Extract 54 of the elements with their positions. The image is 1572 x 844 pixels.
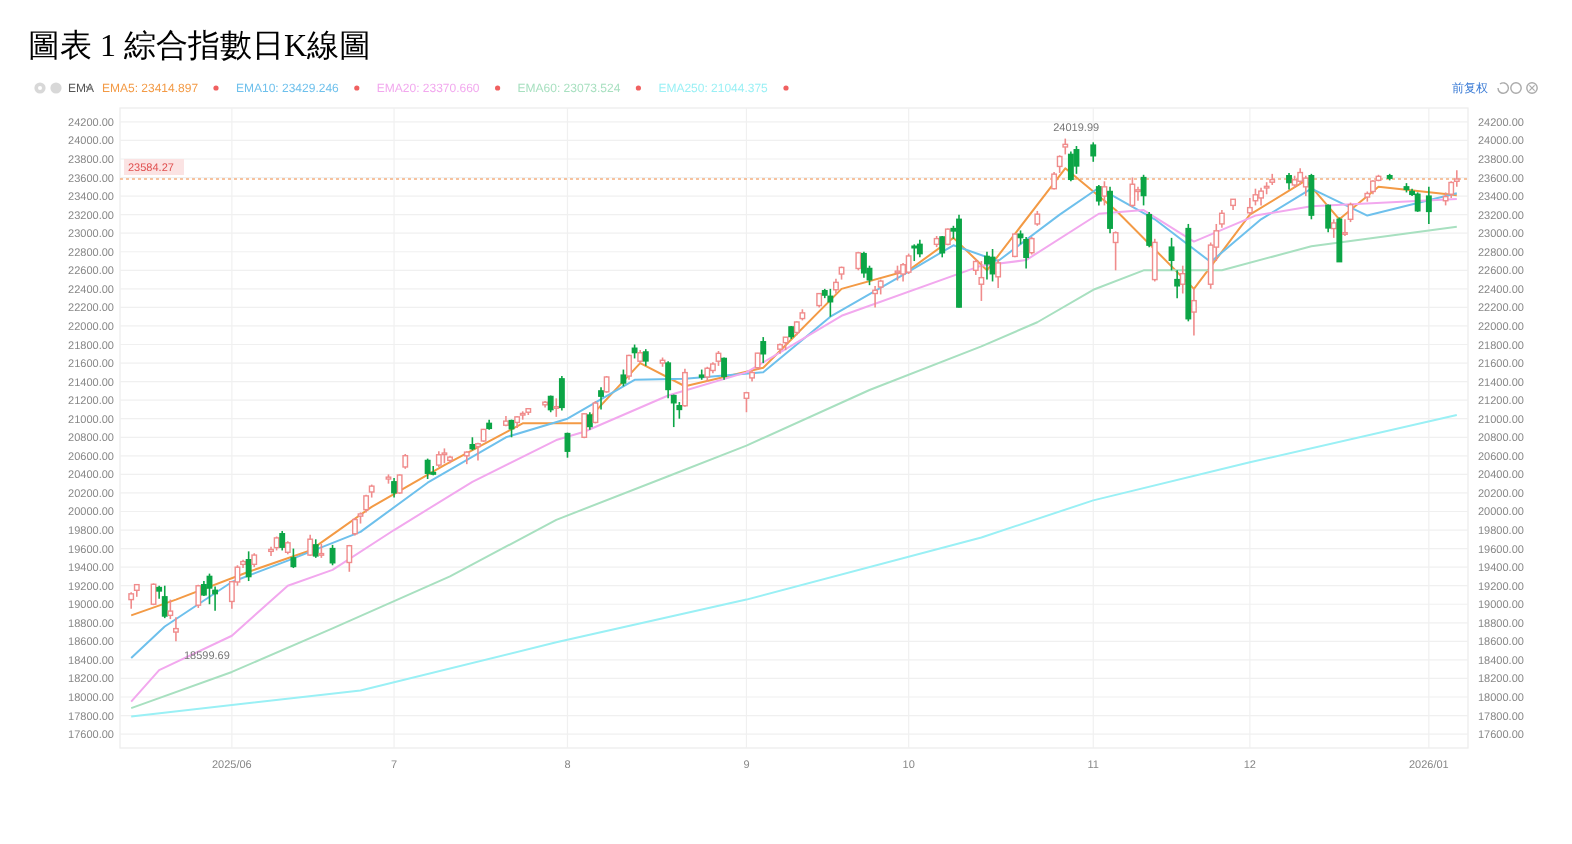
candlestick xyxy=(1308,173,1315,221)
candlestick xyxy=(665,360,672,400)
candlestick xyxy=(1129,176,1136,209)
candlestick xyxy=(905,252,912,275)
candlestick xyxy=(1101,180,1108,207)
candlestick xyxy=(1302,174,1309,197)
candlestick xyxy=(1414,191,1421,213)
line-series xyxy=(130,414,1458,718)
candlestick xyxy=(1146,211,1153,248)
candlestick xyxy=(161,584,168,619)
candlestick xyxy=(558,375,565,412)
candlestick xyxy=(860,250,867,279)
candlestick xyxy=(978,260,985,302)
candlestick xyxy=(1012,232,1018,259)
candlestick xyxy=(760,336,767,364)
candlestick xyxy=(475,442,481,462)
candlestick xyxy=(346,544,353,573)
candlestick xyxy=(900,262,907,283)
candlestick xyxy=(911,243,918,262)
candlestick xyxy=(939,235,946,259)
candlestick xyxy=(312,538,319,559)
candlestick xyxy=(1135,186,1141,202)
candlestick xyxy=(290,547,297,569)
candlestick xyxy=(984,250,990,281)
candlestick xyxy=(872,285,879,309)
candlestick xyxy=(827,288,834,318)
candlestick xyxy=(1023,236,1030,270)
candlestick xyxy=(1107,186,1113,235)
candlestick xyxy=(1151,237,1158,283)
candlestick xyxy=(167,598,174,620)
candlestick xyxy=(626,353,632,381)
candlestick xyxy=(519,410,526,421)
candlestick xyxy=(581,412,588,439)
candlestick xyxy=(1112,230,1119,272)
candlestick xyxy=(391,477,398,499)
candlestick xyxy=(1190,288,1197,337)
candlestick xyxy=(995,258,1002,289)
candlestick xyxy=(1090,141,1097,163)
candlestick xyxy=(681,367,688,408)
candlestick xyxy=(1174,269,1181,299)
candlestick xyxy=(424,457,431,480)
candlestick xyxy=(245,550,252,582)
candlestick xyxy=(598,386,604,411)
candlestick xyxy=(396,473,403,495)
candlestick xyxy=(173,616,179,643)
candlestick xyxy=(1140,173,1147,207)
candlestick xyxy=(1067,150,1074,183)
candlestick xyxy=(1425,186,1432,225)
chart-title: 圖表 1 綜合指數日K線圖 xyxy=(28,28,372,64)
candlestick xyxy=(279,530,286,552)
candlestick xyxy=(1095,184,1102,207)
candlestick xyxy=(553,397,560,418)
candlestick xyxy=(1325,203,1332,234)
candlestick xyxy=(1336,216,1343,263)
